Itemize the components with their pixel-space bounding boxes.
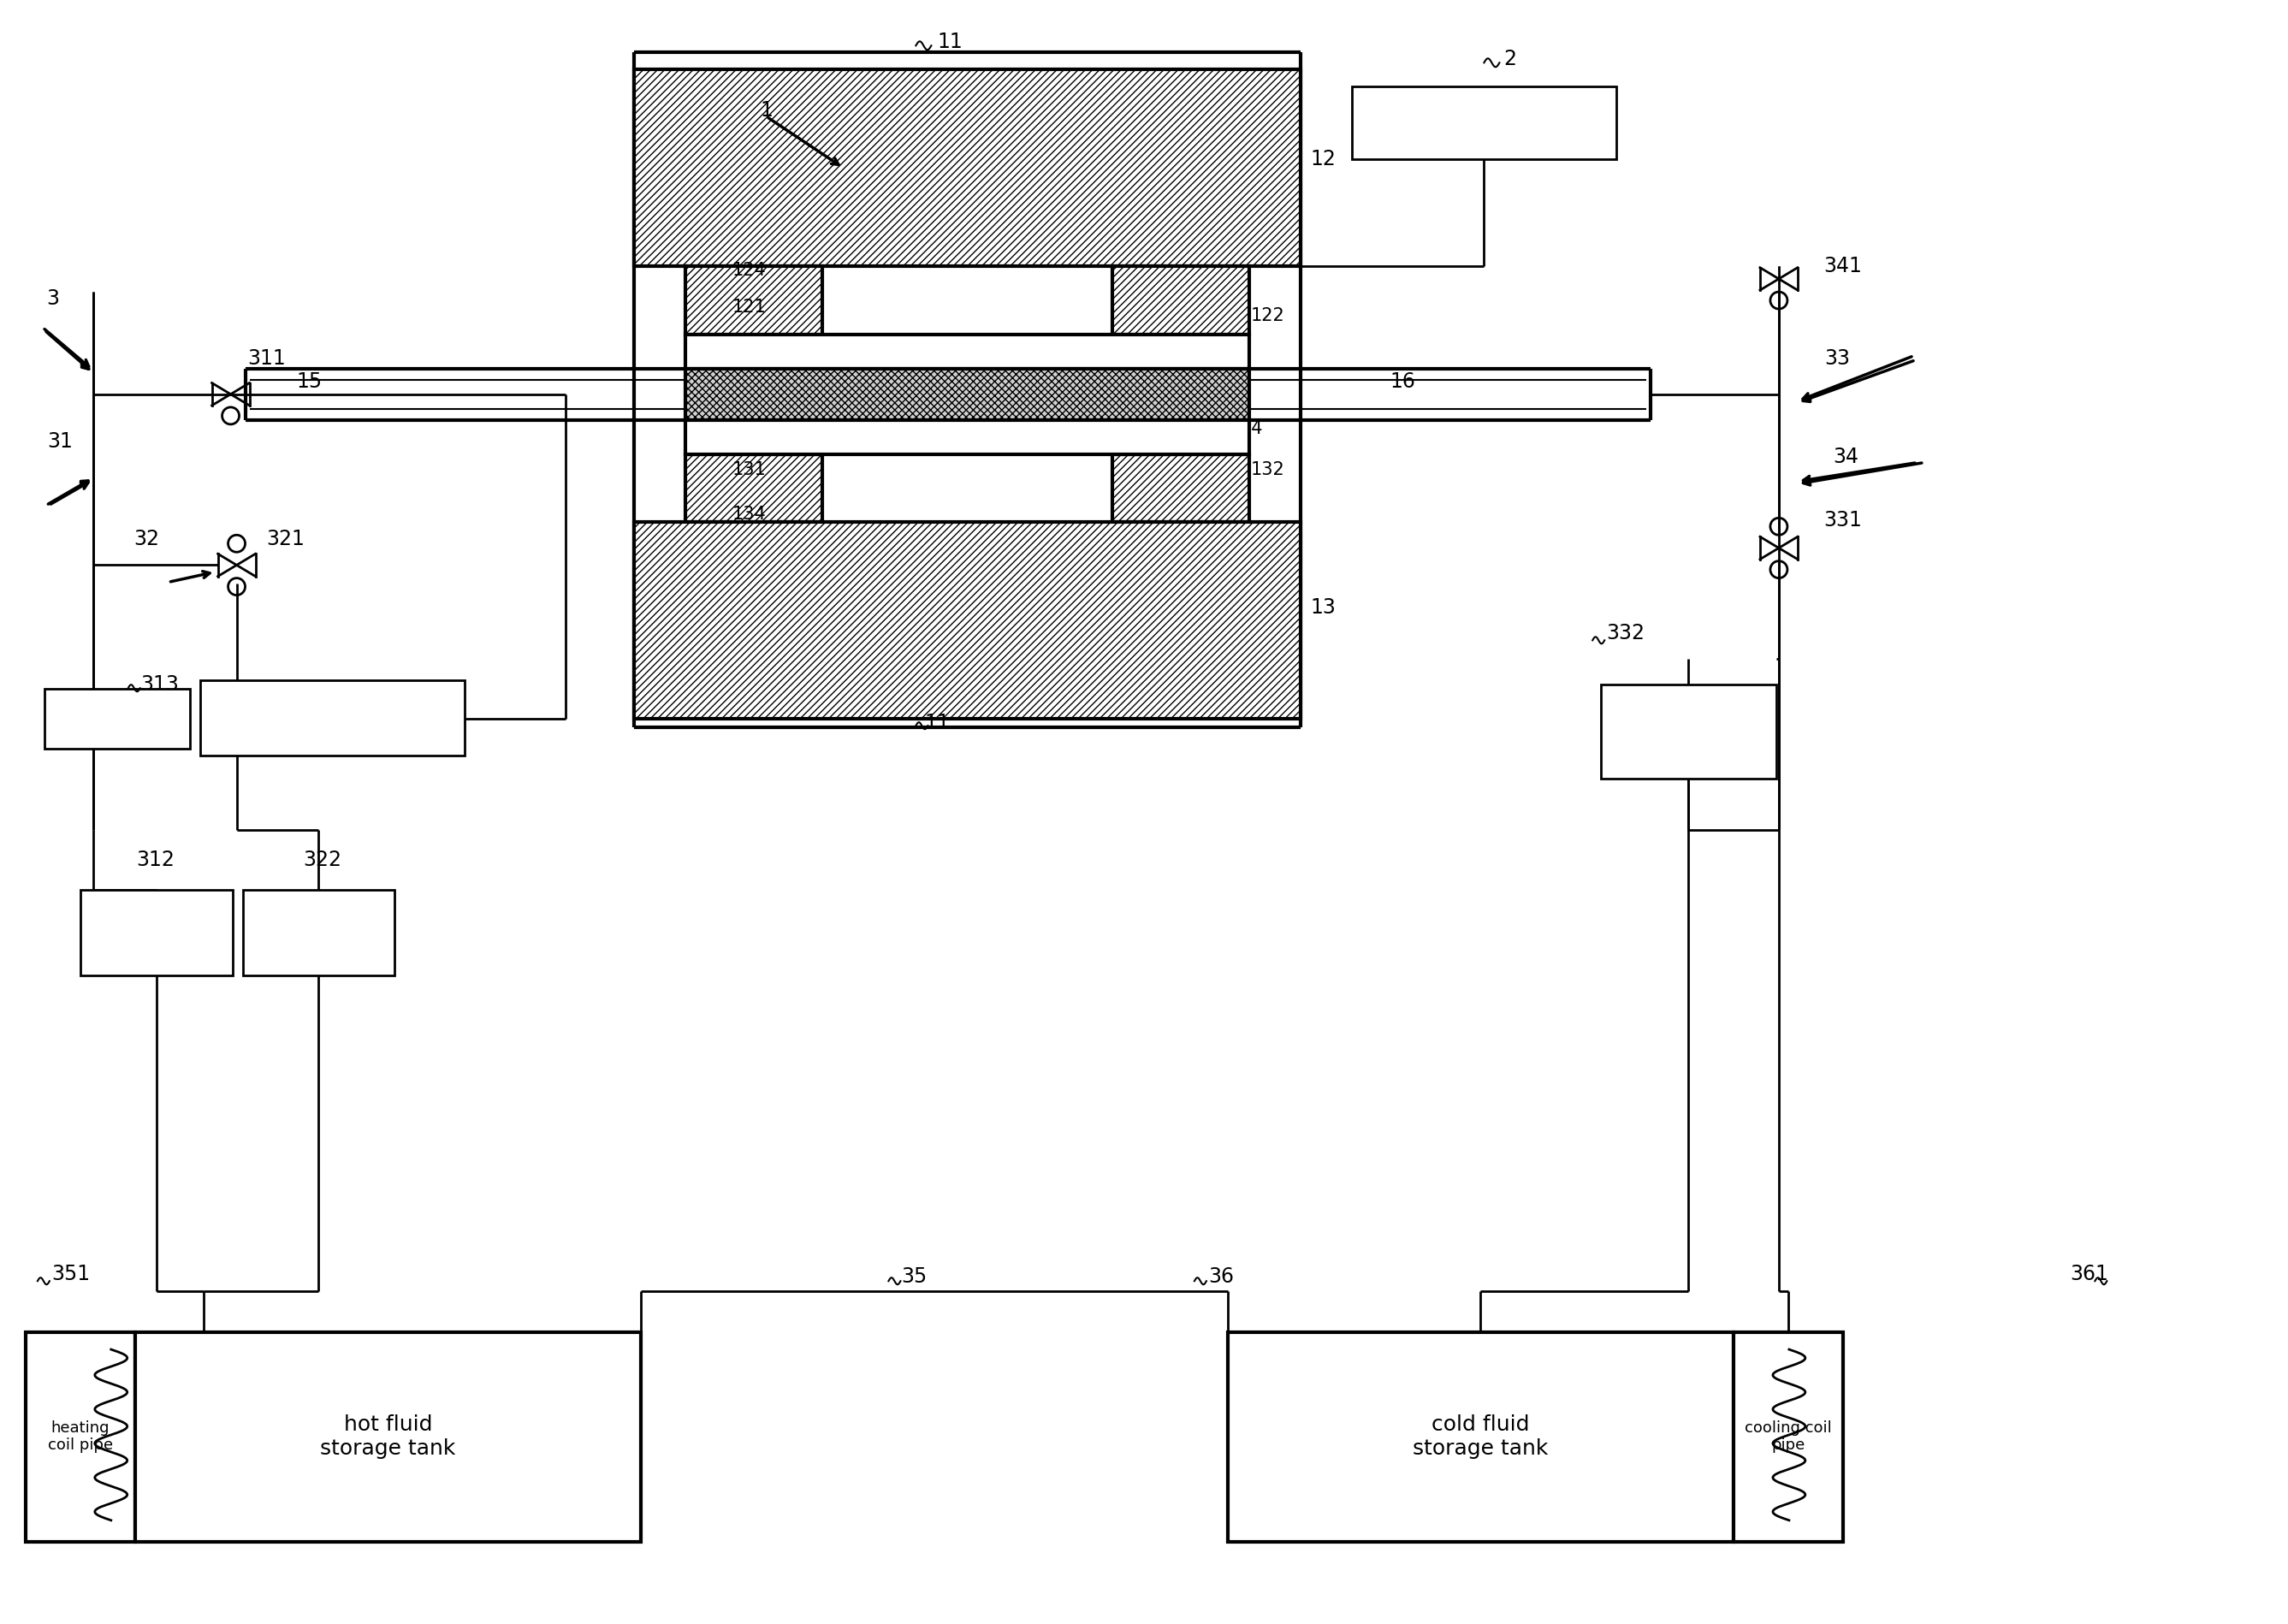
Text: 121: 121 (732, 299, 766, 315)
Text: 14: 14 (1240, 421, 1263, 437)
Bar (80, 890, 233, 974)
Bar (684, 369, 1249, 421)
Bar (199, 680, 464, 755)
Text: heat exchanger: heat exchanger (259, 710, 407, 726)
Text: 124: 124 (732, 261, 766, 279)
Bar (684, 455, 821, 523)
Text: 131: 131 (732, 461, 766, 477)
Text: 323: 323 (407, 692, 446, 711)
Text: 122: 122 (1252, 307, 1286, 325)
Text: 3: 3 (46, 287, 59, 309)
Text: first
driver: first driver (128, 914, 185, 952)
Text: 126: 126 (831, 341, 865, 359)
Bar (1602, 685, 1775, 778)
Text: 33: 33 (1824, 348, 1849, 369)
Text: heater: heater (85, 710, 149, 728)
Text: 361: 361 (2071, 1263, 2110, 1285)
Text: 16: 16 (1391, 372, 1416, 391)
Bar (1734, 1332, 1842, 1541)
Text: 132: 132 (1252, 461, 1286, 477)
Bar (1229, 1332, 1734, 1541)
Text: 1: 1 (760, 101, 773, 120)
Text: 331: 331 (1824, 510, 1862, 531)
Text: vacuum unit: vacuum unit (1416, 112, 1551, 133)
Text: hot fluid
storage tank: hot fluid storage tank (320, 1415, 455, 1458)
Text: 31: 31 (48, 430, 73, 451)
Text: cold fluid
storage tank: cold fluid storage tank (1414, 1415, 1549, 1458)
Text: 123: 123 (1014, 341, 1048, 359)
Bar (243, 890, 396, 974)
Text: 125: 125 (920, 341, 954, 359)
Bar (43, 689, 190, 749)
Text: cooling coil
pipe: cooling coil pipe (1746, 1419, 1833, 1453)
Bar (135, 1332, 641, 1541)
Bar (684, 421, 1249, 455)
Bar (1352, 86, 1618, 159)
Text: 136: 136 (831, 422, 865, 438)
Text: 313: 313 (142, 674, 178, 695)
Text: 2: 2 (1503, 49, 1517, 70)
Bar (25, 1332, 135, 1541)
Text: 322: 322 (302, 849, 341, 870)
Text: 311: 311 (247, 348, 286, 369)
Bar (634, 523, 1300, 719)
Text: third
driver: third driver (1661, 713, 1716, 750)
Bar (1112, 455, 1249, 523)
Text: 11: 11 (938, 32, 963, 52)
Text: 341: 341 (1824, 257, 1862, 276)
Text: 312: 312 (137, 849, 174, 870)
Bar (1112, 266, 1249, 335)
Text: 134: 134 (732, 505, 766, 523)
Text: 15: 15 (297, 372, 323, 391)
Text: 36: 36 (1208, 1267, 1233, 1288)
Text: 135: 135 (920, 422, 954, 438)
Text: 12: 12 (1311, 149, 1336, 169)
Text: heating
coil pipe: heating coil pipe (48, 1419, 112, 1453)
Text: 32: 32 (135, 529, 160, 549)
Bar (684, 266, 821, 335)
Text: 35: 35 (901, 1267, 927, 1288)
Text: 332: 332 (1606, 624, 1645, 643)
Text: 133: 133 (1014, 422, 1048, 438)
Text: 13: 13 (1311, 598, 1336, 619)
Text: 321: 321 (265, 529, 304, 549)
Bar (634, 70, 1300, 266)
Text: 34: 34 (1833, 447, 1858, 466)
Text: 11: 11 (924, 713, 950, 734)
Text: 351: 351 (50, 1263, 89, 1285)
Bar (684, 335, 1249, 369)
Text: second
driver: second driver (284, 914, 352, 952)
